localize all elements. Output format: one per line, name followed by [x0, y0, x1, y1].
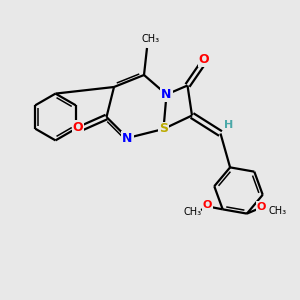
- Text: CH₃: CH₃: [142, 34, 160, 44]
- Text: O: O: [203, 200, 212, 210]
- Text: CH₃: CH₃: [184, 207, 202, 218]
- Text: O: O: [199, 53, 209, 66]
- Text: S: S: [159, 122, 168, 136]
- Text: CH₃: CH₃: [268, 206, 286, 216]
- Text: N: N: [122, 131, 133, 145]
- Text: O: O: [73, 121, 83, 134]
- Text: O: O: [257, 202, 266, 212]
- Text: N: N: [161, 88, 172, 101]
- Text: H: H: [224, 119, 233, 130]
